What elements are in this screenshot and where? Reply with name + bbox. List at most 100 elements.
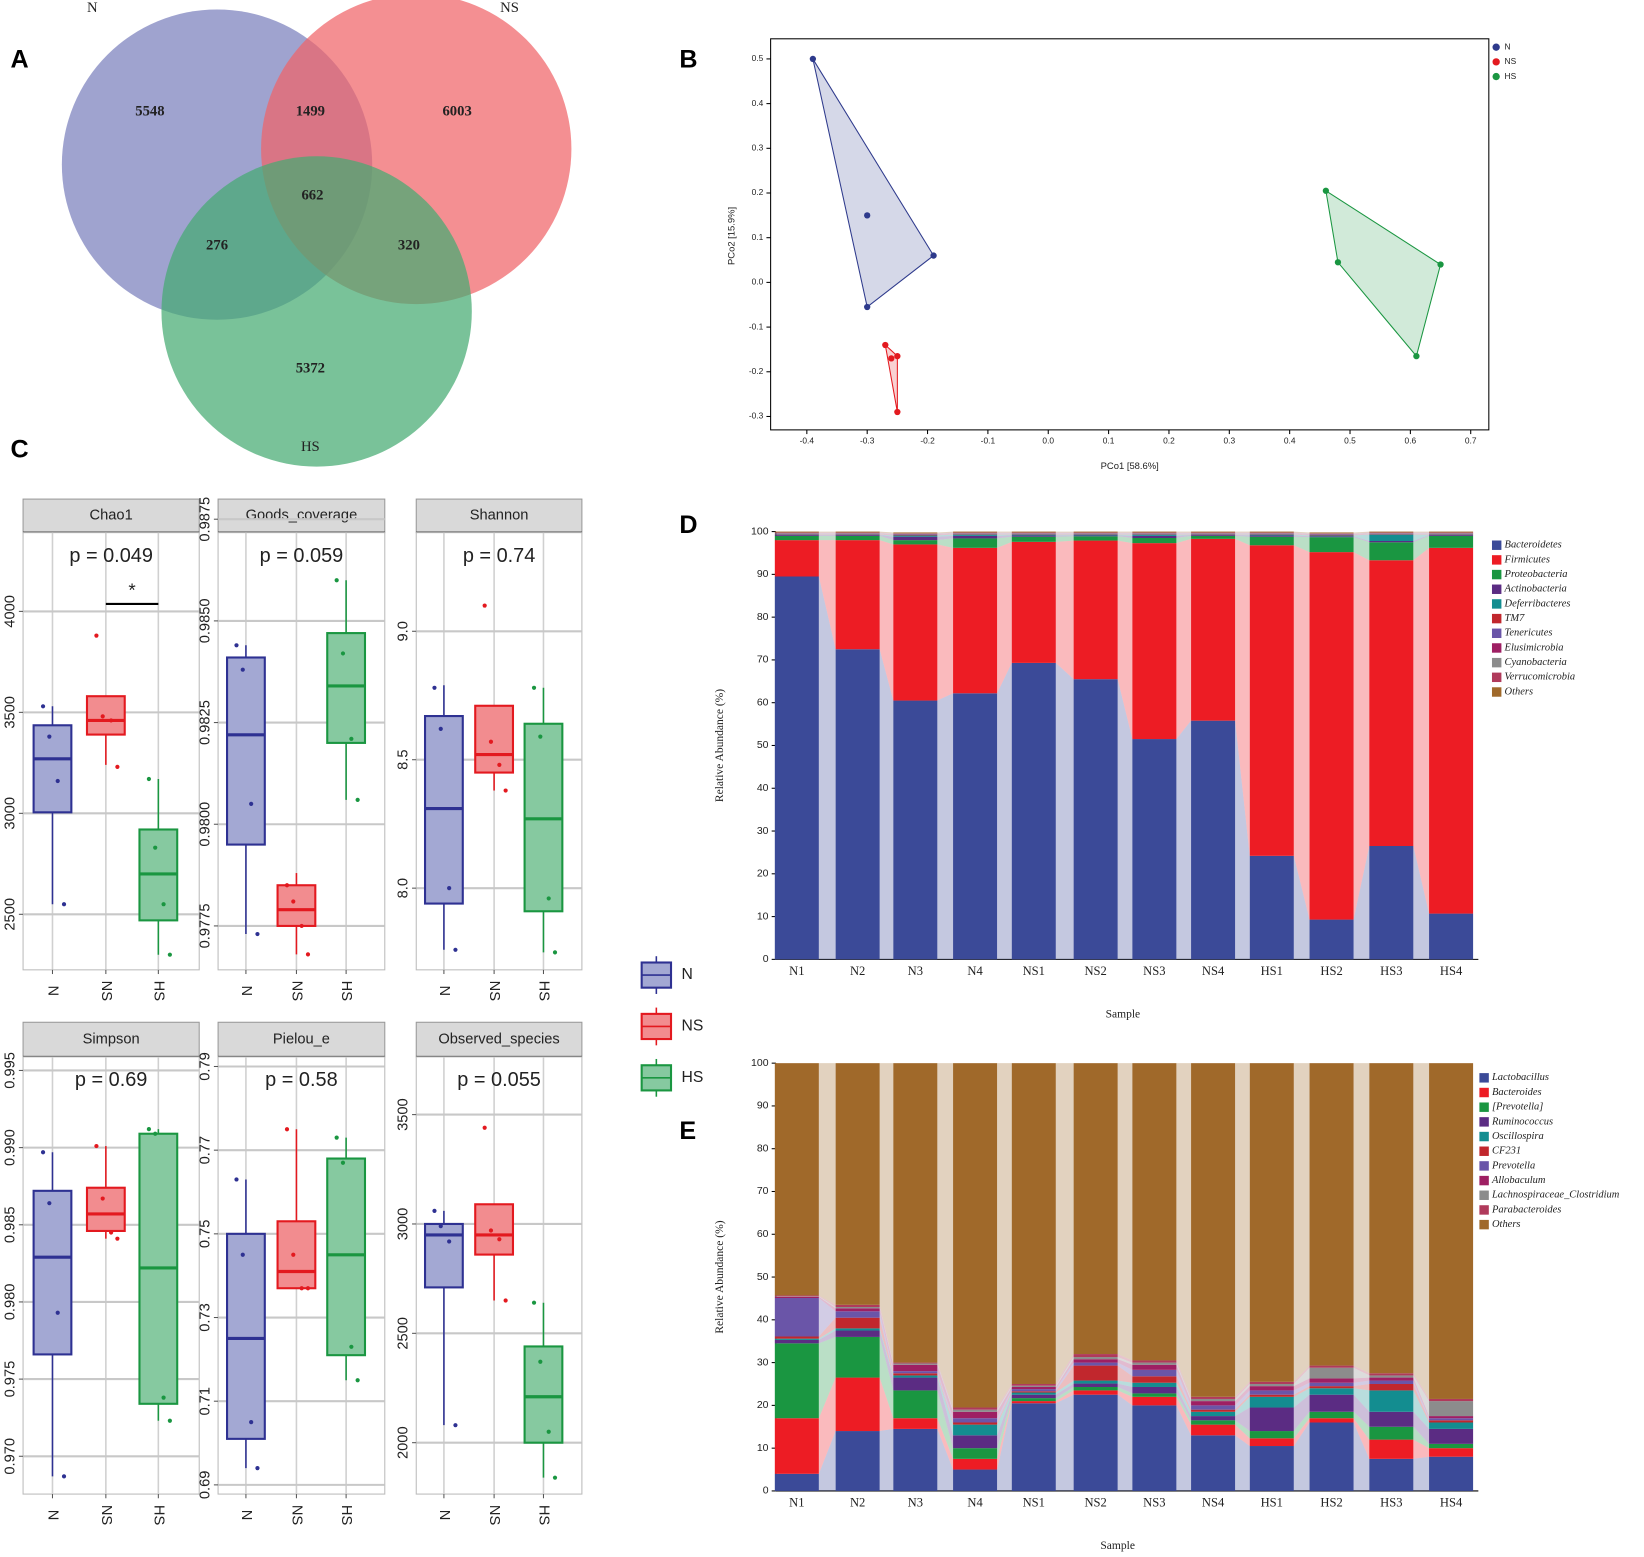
flow-band: [1353, 532, 1370, 534]
flow-band: [1413, 1411, 1430, 1444]
box: [85, 1186, 126, 1232]
flow-band: [1353, 1367, 1370, 1379]
flow-band: [997, 536, 1012, 548]
flow-band: [1413, 547, 1430, 914]
x-tick-label: N3: [908, 964, 923, 978]
bar-segment: [1191, 1405, 1236, 1410]
bar-segment: [1309, 552, 1354, 920]
flow-band: [1117, 1365, 1133, 1383]
flow-band: [1117, 679, 1133, 960]
flow-band: [818, 1296, 836, 1312]
bar-segment: [1369, 1411, 1414, 1427]
flow-band: [1235, 1063, 1250, 1397]
flow-band: [1176, 1405, 1192, 1491]
point: [552, 950, 558, 955]
flow-band: [1055, 1383, 1074, 1399]
point: [108, 1230, 114, 1235]
legend-swatch: [1479, 1131, 1489, 1142]
y-tick-label: 2000: [396, 1426, 412, 1459]
flow-band: [1413, 535, 1430, 561]
point: [40, 704, 46, 709]
bar-segment: [953, 693, 998, 960]
bar-segment: [893, 535, 938, 537]
bar-segment: [1249, 531, 1294, 533]
venn-region-count: 5548: [135, 104, 164, 120]
legend-swatch: [1491, 687, 1502, 697]
flow-band: [1353, 533, 1370, 536]
flow-band: [818, 1296, 836, 1309]
flow-band: [1176, 1364, 1192, 1406]
flow-band: [1235, 1383, 1250, 1402]
bar-segment: [1073, 1357, 1118, 1360]
bar-segment: [1073, 1386, 1118, 1391]
x-tick-label: 0.7: [1465, 436, 1477, 446]
x-tick-label: NS4: [1202, 1495, 1225, 1509]
bar-segment: [1191, 1396, 1236, 1399]
legend-label: CF231: [1492, 1146, 1521, 1157]
point: [55, 1310, 60, 1315]
panel-title: Goods_coverage: [246, 508, 358, 524]
bar-segment: [953, 1418, 998, 1423]
bar-segment: [1309, 1365, 1354, 1368]
bar-segment: [835, 1317, 880, 1329]
flow-band: [879, 534, 894, 537]
bar-segment: [1369, 846, 1414, 960]
bar-segment: [1011, 1063, 1056, 1384]
legend-label: Ruminococcus: [1491, 1116, 1553, 1127]
bar-segment: [1249, 545, 1294, 856]
bar-segment: [1249, 534, 1294, 536]
flow-band: [1055, 531, 1074, 533]
bar-segment: [774, 1473, 819, 1491]
x-tick-label: 0.2: [1163, 436, 1175, 446]
legend-swatch: [1491, 643, 1502, 653]
y-tick-label: 8.5: [396, 750, 412, 770]
flow-band: [1353, 1422, 1370, 1491]
y-tick-label: 3500: [2, 696, 18, 729]
bar-segment: [1309, 1422, 1354, 1491]
point: [305, 952, 311, 957]
bar-segment: [893, 1428, 938, 1491]
bar-segment: [1132, 535, 1177, 539]
box: [32, 1189, 73, 1356]
legend-swatch: [1491, 599, 1502, 609]
bar-segment: [774, 535, 819, 541]
bar-segment: [1309, 1394, 1354, 1412]
flow-band: [937, 1371, 954, 1423]
bar-segment: [835, 1328, 880, 1331]
bar-segment: [835, 540, 880, 650]
legend-label: Elusimicrobia: [1504, 642, 1564, 653]
point: [438, 1224, 443, 1229]
bar-segment: [774, 1298, 819, 1337]
point: [146, 776, 152, 782]
flow-band: [1413, 1380, 1430, 1421]
point: [108, 718, 114, 723]
y-tick-label: 30: [757, 826, 769, 837]
legend-label: Deferribacteres: [1504, 598, 1571, 609]
point: [146, 1126, 152, 1132]
bar-segment: [774, 1296, 819, 1299]
point: [1334, 259, 1342, 266]
flow-band: [879, 1304, 894, 1364]
flow-band: [1176, 720, 1192, 960]
y-tick-label: 0.970: [2, 1438, 18, 1475]
bar-segment: [774, 1295, 819, 1297]
x-tick-label: NS: [98, 1505, 114, 1526]
point: [488, 739, 494, 744]
point: [447, 886, 452, 891]
point: [488, 1228, 494, 1233]
point: [894, 352, 901, 360]
bar-segment: [1369, 540, 1414, 543]
bar-segment: [774, 1343, 819, 1419]
bar-segment: [774, 531, 819, 533]
flow-band: [1235, 1407, 1250, 1432]
x-tick-label: 0.0: [1042, 436, 1054, 446]
flow-band: [879, 532, 894, 535]
significance-mark: *: [128, 579, 136, 600]
bar-segment: [774, 1063, 819, 1296]
panel-title: Shannon: [470, 508, 529, 524]
bar-segment: [1191, 1424, 1236, 1436]
y-tick-label: 90: [757, 569, 769, 580]
flow-band: [937, 1373, 954, 1425]
x-tick-label: -0.2: [920, 436, 935, 446]
flow-band: [1293, 532, 1310, 534]
